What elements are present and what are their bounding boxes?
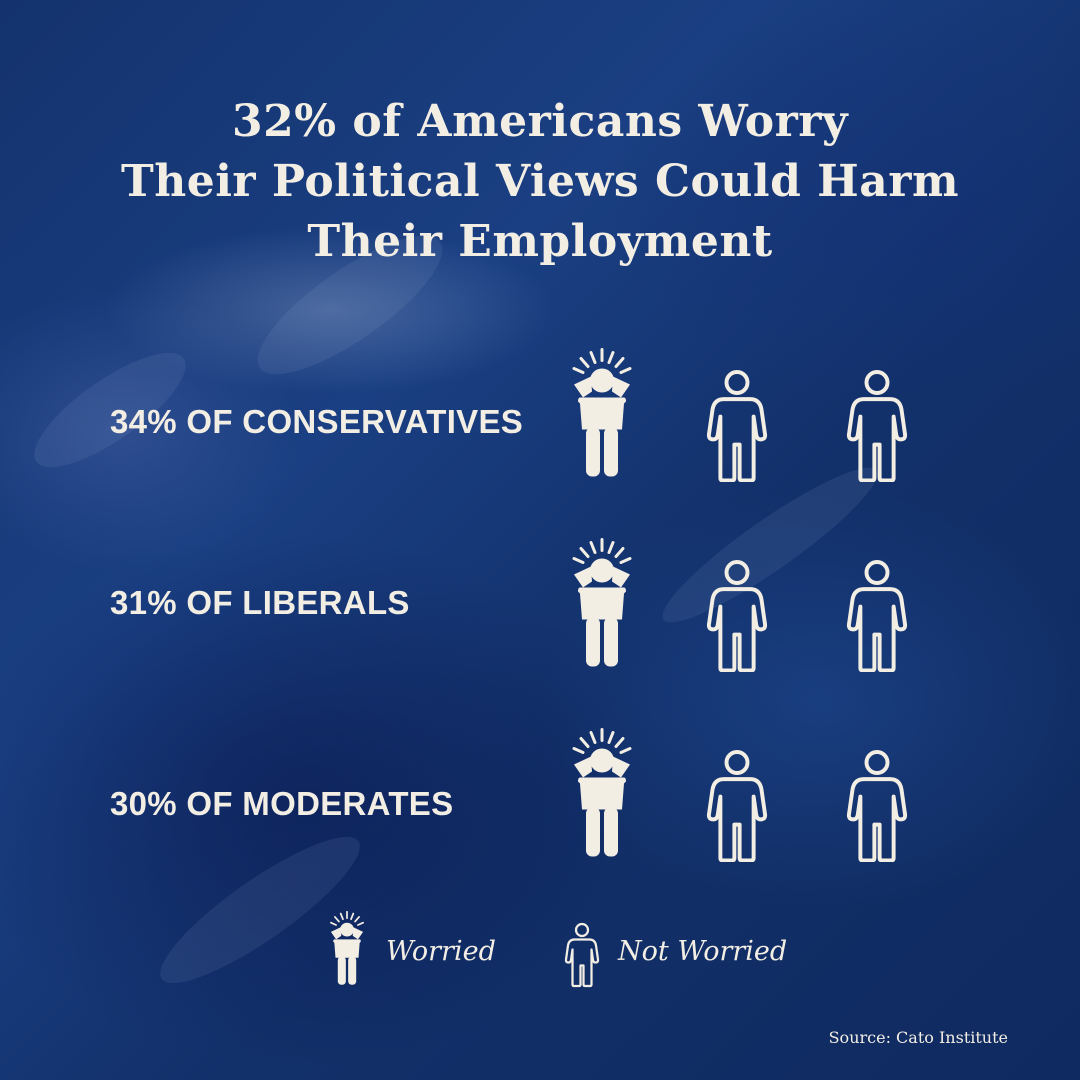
person-outline-icon [842,747,912,863]
row-label: 34% OF CONSERVATIVES [110,403,524,440]
page-title: 32% of Americans Worry Their Political V… [60,92,1020,272]
person-outline-icon [702,367,772,483]
worried-person-icon [562,345,642,480]
source-note: Source: Cato Institute [828,1028,1008,1047]
person-outline-icon [842,557,912,673]
person-outline-icon [702,747,772,863]
person-outline-icon [702,557,772,673]
worried-person-icon [562,725,642,860]
person-outline-icon [842,367,912,483]
worried-person-icon [562,535,642,670]
row-label: 30% OF MODERATES [110,785,454,822]
title-line: Their Political Views Could Harm [120,156,959,207]
worried-person-icon [324,908,370,988]
title-line: Their Employment [307,216,773,267]
title-line: 32% of Americans Worry [231,96,849,147]
legend-label: Not Worried [618,936,788,967]
row-label: 31% OF LIBERALS [110,584,410,621]
person-outline-icon [562,920,602,988]
legend-label: Worried [386,936,496,967]
